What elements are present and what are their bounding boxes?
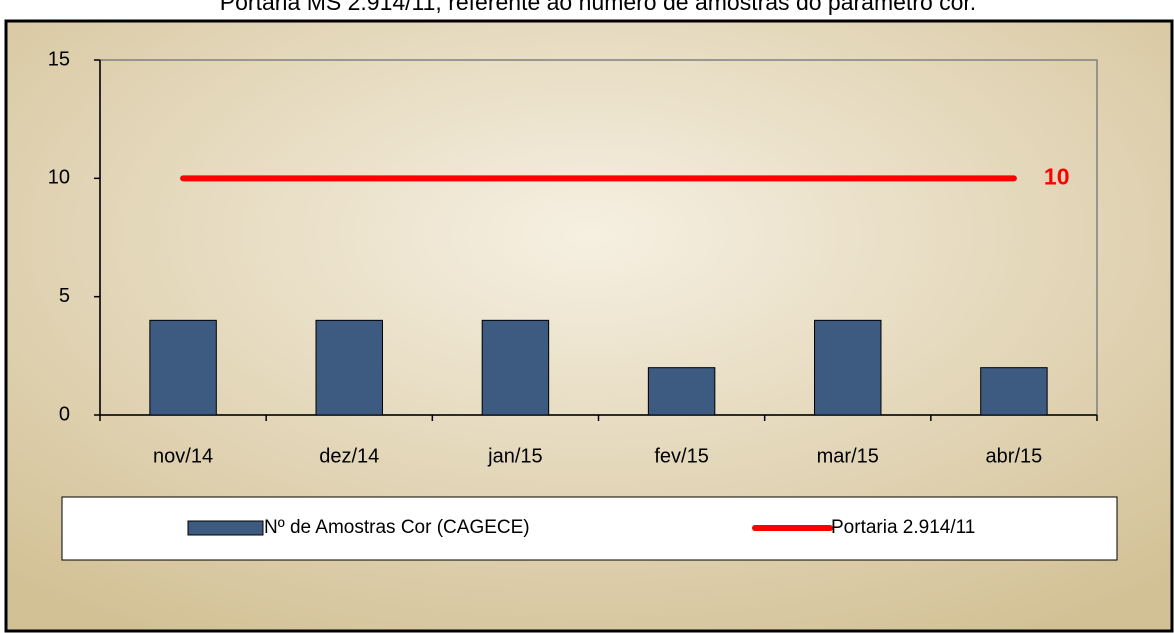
x-tick-label: dez/14 — [319, 445, 379, 467]
y-tick-label: 15 — [48, 48, 70, 70]
data-label: 10 — [1044, 163, 1070, 189]
bar — [980, 367, 1048, 416]
chart-title: Portaria MS 2.914/11, referente ao númer… — [220, 0, 976, 15]
bar — [647, 367, 716, 416]
x-tick-label: nov/14 — [153, 445, 213, 467]
bar — [481, 319, 550, 416]
legend-label: Portaria 2.914/11 — [831, 517, 975, 538]
y-tick-label: 5 — [59, 285, 70, 307]
x-tick-label: fev/15 — [654, 445, 708, 467]
bar — [149, 319, 217, 416]
x-tick-label: abr/15 — [986, 445, 1043, 467]
x-tick-label: jan/15 — [487, 445, 543, 467]
legend-swatch — [187, 520, 264, 536]
bar — [315, 319, 383, 416]
y-tick-label: 10 — [48, 167, 70, 189]
bar — [814, 319, 882, 416]
legend-label: Nº de Amostras Cor (CAGECE) — [264, 517, 530, 538]
y-tick-label: 0 — [59, 403, 70, 425]
x-tick-label: mar/15 — [817, 445, 879, 467]
